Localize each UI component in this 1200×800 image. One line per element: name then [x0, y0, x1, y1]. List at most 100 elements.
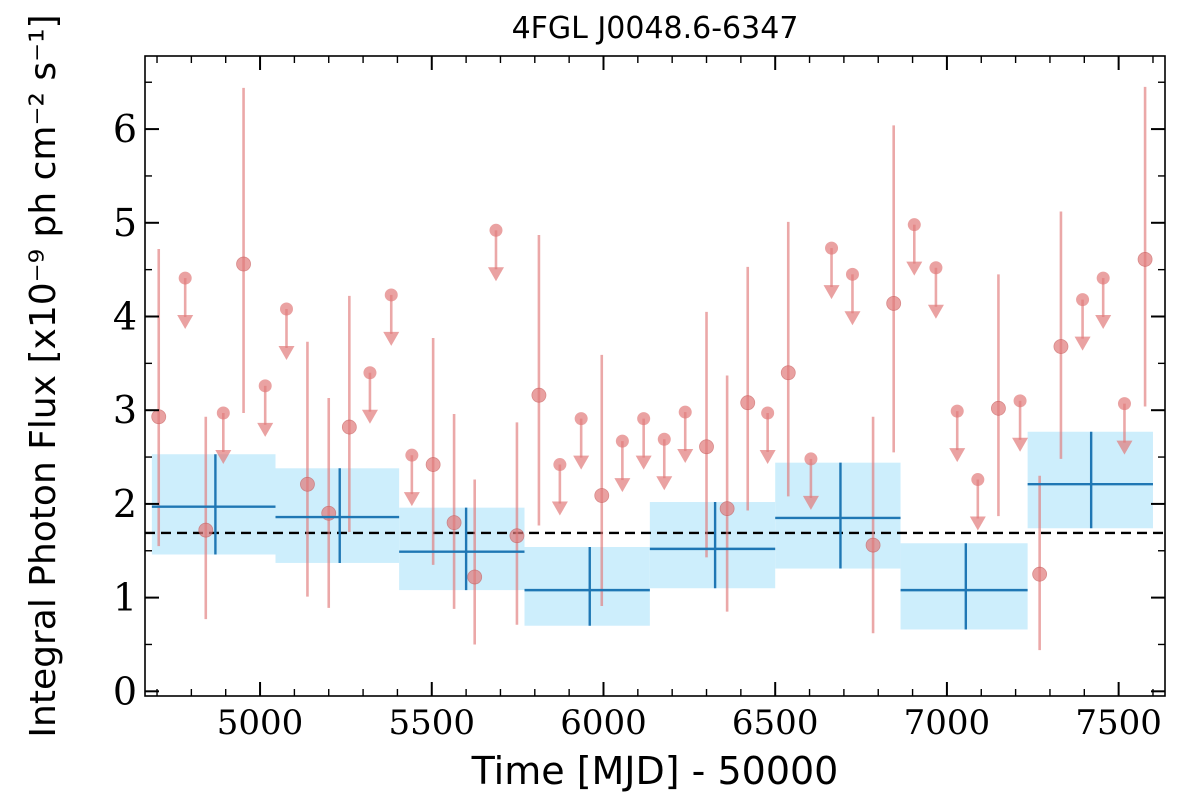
- detection-point: [509, 528, 525, 544]
- upper-limit-point: [845, 267, 859, 281]
- y-tick-label: 0: [113, 669, 137, 713]
- detection-point: [151, 409, 167, 425]
- y-tick-label: 2: [113, 482, 137, 526]
- upper-limit-point: [553, 458, 567, 472]
- detection-point: [865, 537, 881, 553]
- upper-limit-point: [178, 271, 192, 285]
- upper-limit-arrow: [215, 449, 232, 464]
- detection-point: [1053, 339, 1069, 354]
- upper-limit-point: [761, 406, 775, 420]
- upper-limit-arrow: [656, 476, 673, 491]
- upper-limit-point: [678, 405, 692, 419]
- bin-error-box: [649, 502, 776, 589]
- upper-limit-point: [907, 218, 921, 232]
- detection-point: [1032, 566, 1048, 582]
- upper-limit-arrow: [614, 478, 631, 493]
- bin-error-box: [775, 462, 901, 569]
- upper-limit-arrow: [257, 422, 274, 437]
- detection-point: [446, 515, 462, 531]
- upper-limit-point: [384, 288, 398, 302]
- axis-ticks: 5000 5500 6000 6500 7000 7500 0 1 2 3 4 5 6: [113, 56, 1165, 743]
- plot-frame: [144, 55, 1166, 697]
- upper-limit-arrow: [551, 501, 568, 516]
- detection-point: [531, 387, 547, 403]
- detection-point: [341, 419, 357, 435]
- detection-point: [886, 295, 902, 311]
- upper-limit-point: [279, 302, 293, 316]
- upper-limit-arrow: [1012, 437, 1029, 452]
- upper-limit-point: [804, 452, 818, 466]
- upper-limit-point: [1117, 397, 1131, 411]
- upper-limit-arrow: [906, 261, 923, 276]
- upper-limit-arrow: [403, 492, 420, 507]
- upper-limit-arrow: [383, 331, 400, 346]
- x-tick-label: 7500: [1075, 703, 1162, 743]
- detection-point: [594, 488, 610, 503]
- plot-area: [145, 86, 1165, 651]
- upper-limit-arrow: [844, 311, 861, 326]
- upper-limit-arrow: [802, 495, 819, 510]
- upper-limit-point: [971, 473, 985, 487]
- y-tick-label: 4: [113, 294, 137, 338]
- upper-limit-arrow: [927, 304, 944, 319]
- upper-limit-arrow: [677, 449, 694, 464]
- upper-limit-point: [1096, 271, 1110, 285]
- y-tick-label: 3: [113, 388, 137, 432]
- upper-limit-arrow: [635, 455, 652, 470]
- chart-title: 4FGL J0048.6-6347: [512, 11, 799, 46]
- upper-limit-point: [615, 434, 629, 448]
- upper-limit-point: [258, 379, 272, 393]
- x-tick-label: 6500: [732, 703, 819, 743]
- detection-point: [780, 365, 796, 381]
- y-axis-label: Integral Photon Flux [x10⁻⁹ ph cm⁻² s⁻¹]: [23, 14, 64, 737]
- y-tick-label: 5: [113, 201, 137, 245]
- upper-limit-arrow: [361, 409, 378, 424]
- detection-point: [425, 457, 441, 472]
- bin-error-box: [900, 543, 1028, 630]
- upper-limit-arrow: [487, 267, 504, 282]
- upper-limit-point: [825, 241, 839, 255]
- bin-error-box: [275, 468, 400, 563]
- upper-limit-arrow: [573, 455, 590, 470]
- upper-limit-point: [489, 223, 503, 237]
- upper-limit-arrow: [1116, 440, 1133, 455]
- upper-limit-point: [637, 412, 651, 426]
- bin-error-box: [151, 454, 276, 555]
- x-axis-label: Time [MJD] - 50000: [471, 749, 839, 793]
- upper-limit-point: [657, 432, 671, 446]
- detection-point: [740, 395, 756, 411]
- upper-limit-arrow: [823, 285, 840, 300]
- upper-limit-point: [1076, 293, 1090, 307]
- upper-limit-arrow: [759, 449, 776, 464]
- bin-error-box: [399, 507, 525, 591]
- upper-limit-arrow: [278, 345, 295, 360]
- upper-limit-point: [1013, 394, 1027, 408]
- y-tick-label: 1: [113, 576, 137, 620]
- upper-limit-arrow: [969, 516, 986, 531]
- detection-point: [699, 439, 714, 455]
- upper-limit-arrow: [949, 448, 966, 463]
- detection-point: [198, 522, 214, 538]
- detection-point: [236, 256, 251, 272]
- y-tick-label: 6: [113, 107, 137, 151]
- x-tick-label: 5500: [389, 703, 476, 743]
- upper-limit-point: [929, 261, 943, 275]
- bin-error-box: [524, 547, 650, 626]
- x-tick-label: 5000: [217, 703, 304, 743]
- detection-point: [467, 569, 483, 585]
- detection-point: [1137, 251, 1153, 267]
- upper-limit-point: [405, 448, 419, 462]
- upper-limit-arrow: [1074, 336, 1091, 351]
- upper-limit-arrow: [177, 315, 194, 330]
- upper-limit-arrow: [1095, 315, 1112, 330]
- detection-point: [991, 400, 1006, 416]
- detection-point: [719, 501, 735, 516]
- x-tick-label: 7000: [904, 703, 991, 743]
- upper-limit-point: [363, 366, 377, 380]
- x-tick-label: 6000: [560, 703, 647, 743]
- detection-point: [300, 476, 315, 492]
- upper-limit-point: [574, 412, 588, 426]
- upper-limit-point: [950, 404, 964, 418]
- upper-limit-point: [216, 406, 230, 420]
